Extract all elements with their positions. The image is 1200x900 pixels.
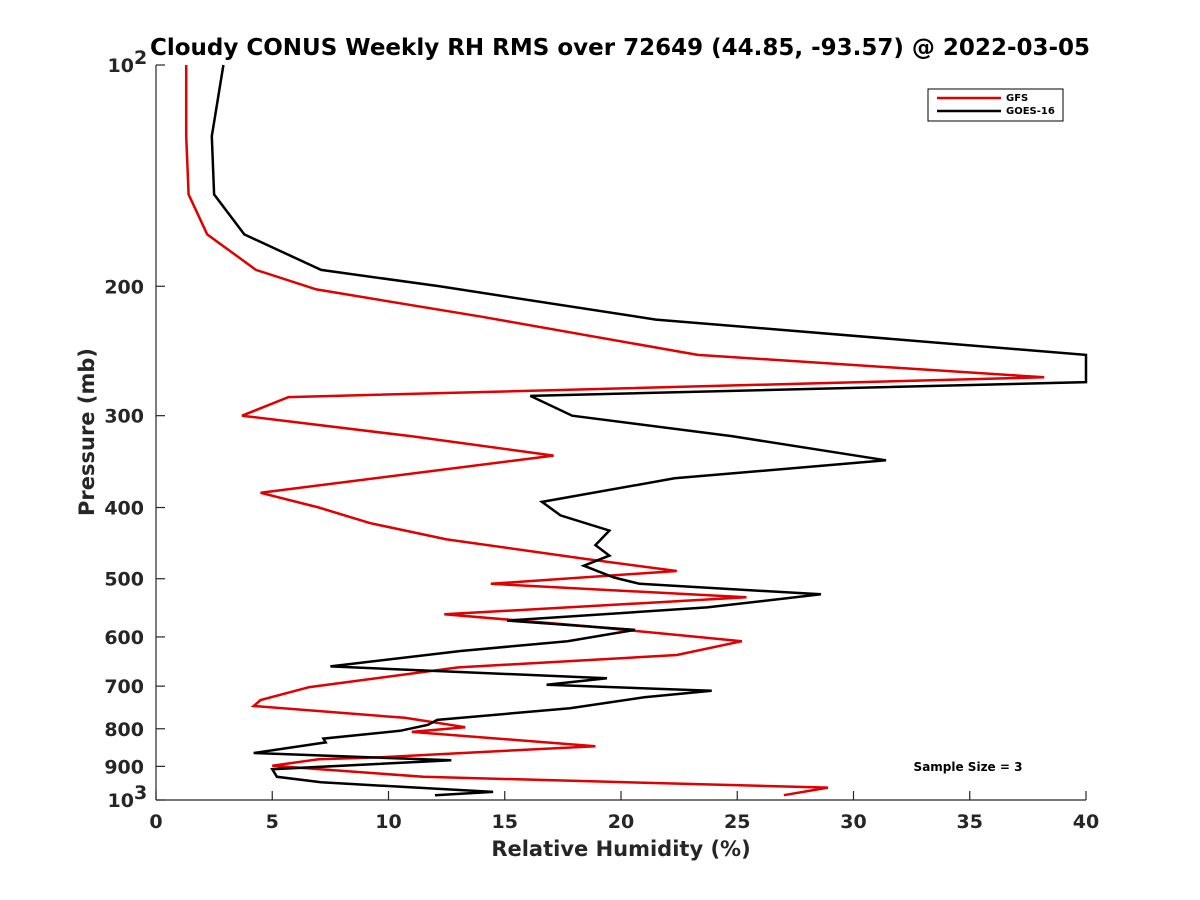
legend-box [927, 88, 1064, 122]
y-tick-exponent: 2 [134, 47, 147, 69]
series-lines [184, 64, 1088, 797]
legend-label-goes16: GOES-16 [1006, 106, 1055, 117]
y-tick-label: 10 [108, 55, 134, 77]
y-tick-label: 800 [104, 719, 144, 741]
x-tick-label: 25 [724, 811, 750, 833]
x-tick-label: 5 [266, 811, 279, 833]
series-line-goes16 [210, 64, 1088, 797]
y-tick-label: 200 [104, 276, 144, 298]
y-tick-label: 700 [104, 676, 144, 698]
x-tick-label: 10 [375, 811, 401, 833]
chart-title: Cloudy CONUS Weekly RH RMS over 72649 (4… [150, 35, 1090, 61]
y-tick-label: 400 [104, 498, 144, 520]
y-tick-label: 600 [104, 627, 144, 649]
x-tick-label: 40 [1073, 811, 1099, 833]
x-axis-label: Relative Humidity (%) [491, 837, 750, 861]
axes-box [155, 65, 1086, 801]
x-tick-label: 15 [492, 811, 518, 833]
x-tick-label: 0 [149, 811, 162, 833]
legend: GFS GOES-16 [927, 88, 1064, 122]
legend-label-gfs: GFS [1006, 93, 1028, 104]
y-tick-label: 900 [104, 756, 144, 778]
y-tick-label: 500 [104, 569, 144, 591]
sample-size-annotation: Sample Size = 3 [914, 760, 1023, 774]
x-tick-label: 20 [608, 811, 634, 833]
y-tick-label: 300 [104, 406, 144, 428]
y-tick-label: 10 [108, 790, 134, 812]
y-tick-exponent: 3 [134, 782, 147, 804]
y-axis-label: Pressure (mb) [75, 348, 99, 516]
series-line-gfs [184, 65, 1045, 797]
x-tick-label: 35 [957, 811, 983, 833]
x-tick-label: 30 [840, 811, 866, 833]
